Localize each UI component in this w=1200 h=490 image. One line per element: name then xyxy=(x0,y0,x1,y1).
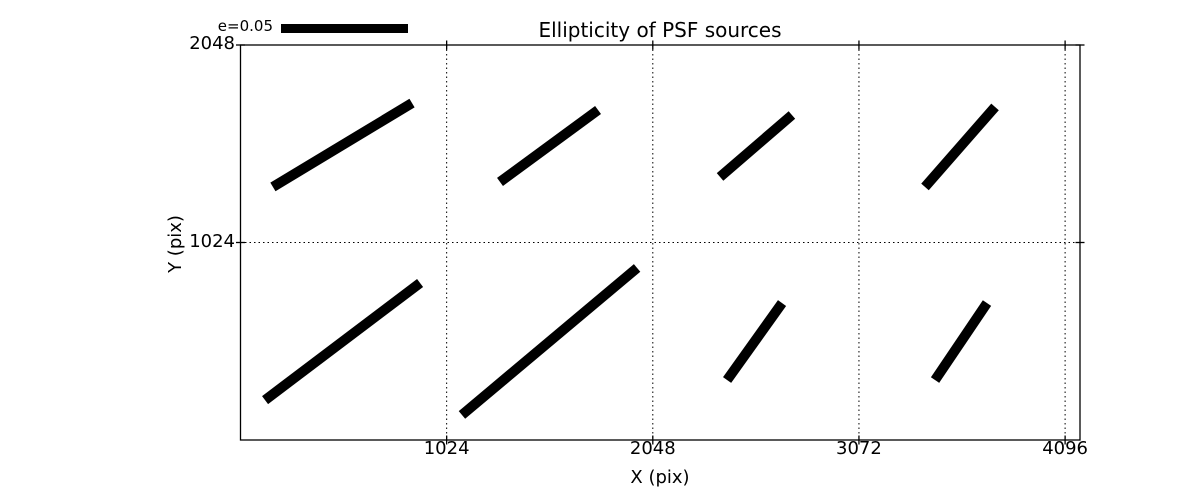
chart-title: Ellipticity of PSF sources xyxy=(538,18,782,42)
whisker-4 xyxy=(921,103,999,191)
x-tick-label-4096: 4096 xyxy=(1042,438,1088,459)
whisker-6 xyxy=(458,264,641,419)
whisker-5 xyxy=(262,279,424,405)
legend-key-bar xyxy=(281,24,408,33)
whisker-1 xyxy=(270,98,415,192)
whisker-2 xyxy=(497,105,602,186)
whisker-7 xyxy=(723,300,787,383)
legend-label: e=0.05 xyxy=(217,17,273,35)
x-tick-label-3072: 3072 xyxy=(836,438,882,459)
x-tick-label-2048: 2048 xyxy=(629,438,676,459)
y-tick-label-2048: 2048 xyxy=(189,33,235,54)
x-axis-title: X (pix) xyxy=(630,467,690,488)
whisker-3 xyxy=(716,111,796,181)
x-tick-label-1024: 1024 xyxy=(423,438,470,459)
whisker-8 xyxy=(930,300,992,383)
y-tick-label-1024: 1024 xyxy=(189,230,235,252)
